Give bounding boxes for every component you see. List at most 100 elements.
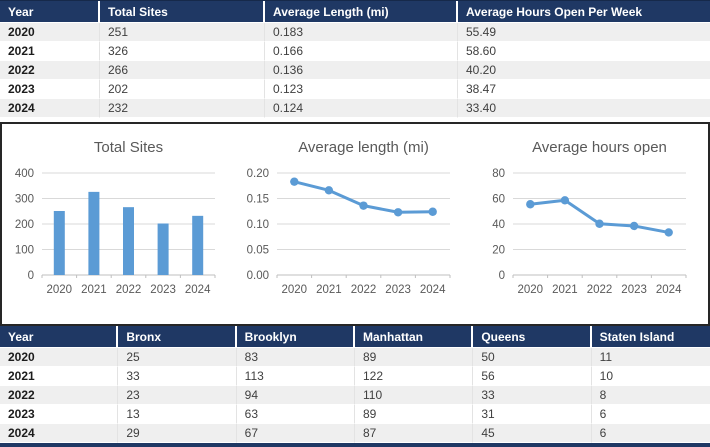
- table-row: 2021 326 0.166 58.60: [0, 42, 710, 61]
- year-cell: 2024: [0, 424, 119, 443]
- svg-text:2023: 2023: [621, 284, 647, 296]
- value-cell: 89: [354, 405, 474, 424]
- value-cell: 33: [473, 386, 592, 405]
- value-cell: 83: [236, 348, 355, 367]
- svg-text:0.20: 0.20: [247, 168, 269, 180]
- table-row: 2024 29 67 87 45 6: [0, 424, 710, 443]
- svg-text:2021: 2021: [316, 284, 342, 296]
- bar: [192, 215, 204, 275]
- year-cell: 2023: [0, 80, 100, 99]
- svg-text:2022: 2022: [586, 284, 612, 296]
- year-cell: 2020: [0, 23, 100, 42]
- data-series: [525, 196, 673, 237]
- column-header-total-sites: Total Sites: [100, 1, 265, 23]
- value-cell: 58.60: [458, 42, 710, 61]
- svg-text:Average hours open: Average hours open: [532, 139, 667, 156]
- charts-panel: Total Sites 0 100 200 300 400 2020 2021 2022 2023…: [0, 122, 710, 326]
- table-row: 2024 232 0.124 33.40: [0, 99, 710, 118]
- table-row: 2023 202 0.123 38.47: [0, 80, 710, 99]
- chart-title: Average hours open: [532, 139, 667, 156]
- svg-text:0.00: 0.00: [247, 270, 269, 282]
- value-cell: 55.49: [458, 23, 710, 42]
- column-header-queens: Queens: [473, 326, 592, 348]
- svg-text:Average length (mi): Average length (mi): [299, 139, 430, 156]
- chart-average-hours: Average hours open 0 20 40 60 80 2020 2021 2022 2…: [473, 124, 708, 324]
- svg-text:2020: 2020: [517, 284, 543, 296]
- svg-text:2020: 2020: [47, 284, 73, 296]
- svg-text:Total Sites: Total Sites: [94, 139, 163, 156]
- y-axis: 0.00 0.05 0.10 0.15 0.20: [247, 168, 451, 282]
- bar: [53, 210, 65, 275]
- borough-table-header-row: Year Bronx Brooklyn Manhattan Queens Staten I…: [0, 326, 710, 348]
- value-cell: 25: [118, 348, 237, 367]
- chart-title: Average length (mi): [299, 139, 430, 156]
- column-header-average-length-mi: Average Length (mi): [265, 1, 458, 23]
- table-row: 2021 33 113 122 56 10: [0, 367, 710, 386]
- data-point-marker: [428, 207, 438, 216]
- value-cell: 11: [591, 348, 710, 367]
- year-cell: 2022: [0, 61, 100, 80]
- chart-average-length: Average length (mi) 0.00 0.05 0.10 0.15 0.20 2…: [237, 124, 472, 324]
- value-cell: 266: [100, 61, 265, 80]
- svg-text:200: 200: [15, 219, 34, 231]
- value-cell: 56: [473, 367, 592, 386]
- bar: [123, 207, 134, 275]
- column-header-staten-island: Staten Island: [591, 326, 710, 348]
- svg-text:60: 60: [492, 194, 505, 206]
- svg-text:2021: 2021: [81, 284, 107, 296]
- value-cell: 6: [591, 405, 710, 424]
- svg-text:2024: 2024: [656, 284, 682, 296]
- data-point-marker: [560, 196, 569, 205]
- svg-text:2024: 2024: [420, 284, 446, 296]
- value-cell: 202: [100, 80, 265, 99]
- svg-text:2021: 2021: [552, 284, 578, 296]
- table-row: 2022 266 0.136 40.20: [0, 61, 710, 80]
- value-cell: 23: [118, 386, 237, 405]
- svg-text:0.10: 0.10: [247, 219, 269, 231]
- column-header-brooklyn: Brooklyn: [236, 326, 355, 348]
- data-point-marker: [290, 177, 299, 186]
- column-header-average-hours-open-per-week: Average Hours Open Per Week: [458, 1, 710, 23]
- value-cell: 0.123: [265, 80, 458, 99]
- svg-text:100: 100: [15, 245, 34, 257]
- year-cell: 2021: [0, 42, 100, 61]
- data-series: [53, 191, 204, 275]
- value-cell: 31: [473, 405, 592, 424]
- bar: [88, 191, 100, 275]
- data-point-marker: [394, 208, 403, 217]
- value-cell: 29: [118, 424, 237, 443]
- chart-total-sites: Total Sites 0 100 200 300 400 2020 2021 2022 2023…: [2, 124, 237, 324]
- column-header-bronx: Bronx: [118, 326, 237, 348]
- value-cell: 89: [354, 348, 474, 367]
- svg-text:0: 0: [498, 270, 504, 282]
- svg-text:2022: 2022: [351, 284, 377, 296]
- svg-text:80: 80: [492, 168, 505, 180]
- column-header-year: Year: [0, 326, 119, 348]
- value-cell: 0.166: [265, 42, 458, 61]
- summary-table-header-row: Year Total Sites Average Length (mi) Averag…: [0, 1, 710, 23]
- borough-table: Year Bronx Brooklyn Manhattan Queens Staten I…: [0, 326, 710, 447]
- value-cell: 45: [473, 424, 592, 443]
- year-cell: 2020: [0, 348, 119, 367]
- svg-text:0.15: 0.15: [247, 194, 269, 206]
- value-cell: 110: [354, 386, 474, 405]
- svg-text:0: 0: [28, 270, 34, 282]
- x-axis: 2020 2021 2022 2023 2024: [41, 275, 216, 296]
- year-cell: 2024: [0, 99, 100, 118]
- column-header-manhattan: Manhattan: [354, 326, 474, 348]
- value-cell: 113: [236, 367, 355, 386]
- x-axis: 2020 2021 2022 2023 2024: [512, 275, 687, 296]
- svg-text:2022: 2022: [116, 284, 142, 296]
- year-cell: 2021: [0, 367, 119, 386]
- value-cell: 40.20: [458, 61, 710, 80]
- data-point-marker: [325, 186, 334, 195]
- value-cell: 87: [354, 424, 474, 443]
- column-header-year: Year: [0, 1, 100, 23]
- value-cell: 13: [118, 405, 237, 424]
- value-cell: 0.183: [265, 23, 458, 42]
- svg-text:300: 300: [15, 194, 34, 206]
- data-point-marker: [359, 201, 369, 210]
- summary-table: Year Total Sites Average Length (mi) Averag…: [0, 0, 710, 118]
- svg-text:2023: 2023: [150, 284, 176, 296]
- value-cell: 0.124: [265, 99, 458, 118]
